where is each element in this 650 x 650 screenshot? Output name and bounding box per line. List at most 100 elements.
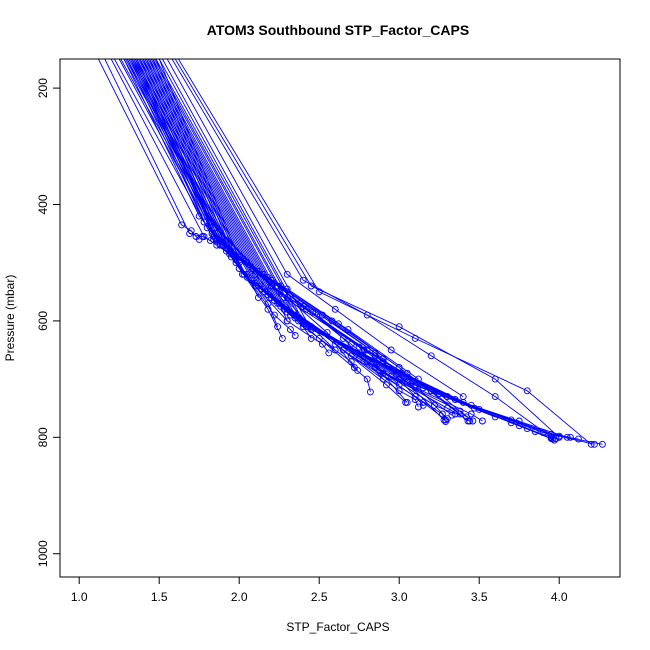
data-point	[549, 435, 557, 443]
data-point	[507, 419, 515, 427]
data-point	[211, 224, 219, 232]
x-tick-label: 1.5	[151, 590, 168, 604]
data-point	[539, 429, 547, 437]
data-point	[411, 334, 419, 342]
data-point	[318, 340, 326, 348]
data-point	[574, 435, 582, 443]
data-point	[491, 375, 499, 383]
data-point	[462, 413, 470, 421]
data-point	[259, 270, 267, 278]
data-point	[598, 440, 606, 448]
data-point	[403, 369, 411, 377]
data-point	[387, 372, 395, 380]
data-point	[347, 340, 355, 348]
data-point	[443, 393, 451, 401]
data-point	[243, 270, 251, 278]
series-line-50	[134, 59, 453, 416]
data-point	[307, 326, 315, 334]
data-point	[456, 410, 464, 418]
x-axis-label: STP_Factor_CAPS	[286, 620, 389, 634]
data-point	[395, 381, 403, 389]
data-point	[363, 358, 371, 366]
data-point	[387, 346, 395, 354]
plot-frame	[59, 58, 621, 578]
data-point	[379, 375, 387, 383]
data-point	[283, 270, 291, 278]
series-line-19	[142, 59, 483, 422]
data-point	[248, 265, 256, 272]
data-point	[587, 440, 595, 448]
x-tick-label: 1.0	[71, 590, 88, 604]
data-point	[419, 401, 427, 409]
data-point	[515, 422, 523, 430]
data-point	[427, 387, 435, 395]
data-point	[331, 346, 339, 354]
data-point	[563, 433, 571, 441]
data-point	[235, 265, 243, 272]
x-tick-label: 3.5	[471, 590, 488, 604]
data-point	[395, 323, 403, 331]
x-tick-label: 2.0	[231, 590, 248, 604]
data-point	[213, 237, 221, 245]
data-point	[309, 308, 317, 316]
data-point	[344, 326, 352, 334]
series-line-47	[155, 59, 469, 422]
data-point	[366, 388, 374, 396]
data-point	[547, 433, 555, 441]
series-line-35	[174, 59, 560, 438]
data-point	[315, 288, 323, 296]
marker-layer	[178, 212, 606, 448]
data-point	[178, 221, 186, 229]
x-tick-label: 4.0	[551, 590, 568, 604]
data-point	[267, 276, 275, 284]
data-point	[307, 323, 315, 331]
data-point	[443, 415, 451, 423]
data-point	[448, 411, 456, 419]
series-line-28	[158, 59, 595, 445]
data-point	[318, 311, 326, 319]
data-point	[371, 364, 379, 371]
data-point	[275, 299, 283, 307]
data-point	[382, 381, 390, 389]
data-point	[363, 311, 371, 319]
data-point	[328, 317, 336, 325]
data-point	[360, 346, 368, 354]
data-point	[274, 323, 282, 331]
data-point	[350, 364, 358, 371]
data-point	[222, 247, 230, 255]
data-point	[299, 302, 307, 310]
chart-title: ATOM3 Southbound STP_Factor_CAPS	[207, 22, 469, 38]
data-point	[419, 398, 427, 406]
data-point	[469, 417, 477, 425]
data-point	[470, 404, 478, 412]
series-line-48	[158, 59, 419, 380]
data-point	[200, 218, 208, 226]
data-point	[291, 311, 299, 319]
data-point	[515, 417, 523, 425]
data-point	[414, 403, 422, 411]
data-point	[280, 294, 288, 302]
data-point	[307, 282, 315, 290]
data-point	[283, 317, 291, 325]
data-point	[395, 364, 403, 371]
data-point	[291, 332, 299, 339]
y-tick-label: 600	[36, 311, 50, 331]
data-point	[451, 396, 459, 403]
data-point	[264, 305, 272, 313]
y-tick-label: 200	[36, 78, 50, 98]
data-point	[523, 425, 531, 433]
data-point	[464, 417, 472, 425]
data-point	[315, 334, 323, 342]
data-point	[456, 407, 464, 415]
data-point	[363, 346, 371, 354]
data-point	[379, 358, 387, 366]
data-point	[590, 440, 598, 448]
data-point	[547, 430, 555, 438]
data-point	[379, 355, 387, 363]
data-point	[235, 253, 243, 261]
data-point	[195, 212, 203, 220]
data-point	[235, 256, 243, 264]
data-point	[419, 384, 427, 392]
